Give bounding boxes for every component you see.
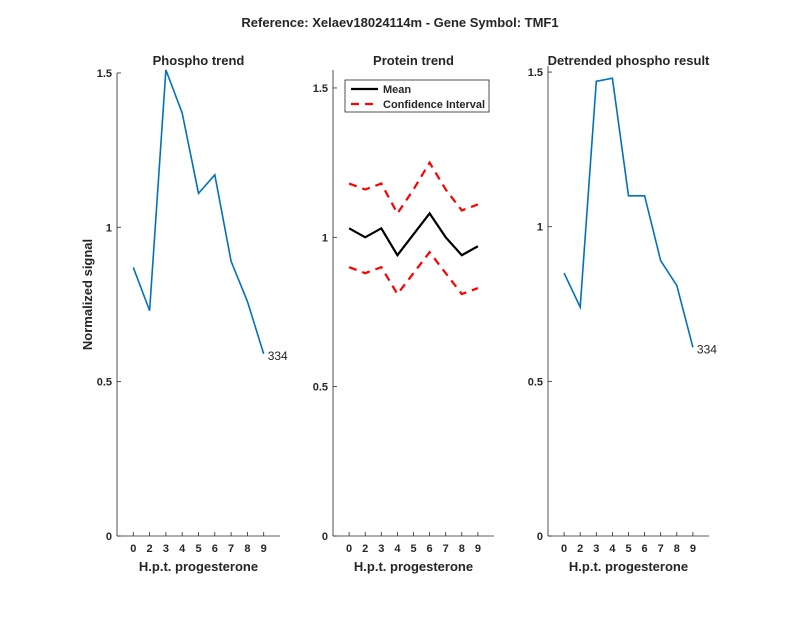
x-tick-label: 3: [163, 543, 169, 555]
x-tick-label: 5: [195, 543, 201, 555]
panel-title: Protein trend: [373, 53, 454, 68]
x-tick-label: 6: [212, 543, 218, 555]
x-tick-label: 6: [642, 543, 648, 555]
x-tick-label: 8: [244, 543, 250, 555]
figure-title: Reference: Xelaev18024114m - Gene Symbol…: [241, 15, 558, 30]
x-tick-label: 3: [593, 543, 599, 555]
x-tick-label: 8: [674, 543, 680, 555]
line-annotation: 334: [268, 349, 288, 363]
x-tick-label: 7: [228, 543, 234, 555]
y-tick-label: 0.5: [97, 377, 112, 389]
x-axis-label: H.p.t. progesterone: [569, 559, 688, 574]
x-tick-label: 2: [147, 543, 153, 555]
x-tick-label: 0: [346, 543, 352, 555]
y-tick-label: 1.5: [528, 67, 543, 79]
y-tick-label: 0: [322, 531, 328, 543]
panel-title: Phospho trend: [153, 53, 245, 68]
x-tick-label: 0: [130, 543, 136, 555]
line-annotation: 334: [697, 342, 717, 356]
x-axis-label: H.p.t. progesterone: [354, 559, 473, 574]
x-tick-label: 7: [658, 543, 664, 555]
panel-title: Detrended phospho result: [548, 53, 710, 68]
y-tick-label: 1: [537, 222, 543, 234]
series-line-phospho: [133, 70, 263, 354]
x-tick-label: 8: [459, 543, 465, 555]
y-tick-label: 0: [106, 531, 112, 543]
x-tick-label: 9: [261, 543, 267, 555]
x-axis-label: H.p.t. progesterone: [139, 559, 258, 574]
x-tick-label: 2: [577, 543, 583, 555]
y-axis-label: Normalized signal: [80, 239, 95, 350]
x-tick-label: 6: [427, 543, 433, 555]
y-tick-label: 1.5: [313, 83, 328, 95]
legend-label: Confidence Interval: [383, 99, 485, 111]
y-tick-label: 1: [322, 232, 328, 244]
series-line-detrended: [564, 78, 693, 347]
legend: Mean Confidence Interval: [345, 80, 489, 112]
y-tick-label: 0.5: [528, 376, 543, 388]
x-tick-label: 2: [362, 543, 368, 555]
x-tick-label: 4: [394, 543, 401, 555]
x-tick-label: 5: [410, 543, 416, 555]
y-tick-label: 1.5: [97, 68, 112, 80]
x-tick-label: 9: [475, 543, 481, 555]
y-tick-label: 0.5: [313, 382, 328, 394]
series-line-confidence-interval: [349, 163, 478, 214]
x-tick-label: 0: [561, 543, 567, 555]
y-tick-label: 1: [106, 222, 112, 234]
x-tick-label: 9: [690, 543, 696, 555]
y-tick-label: 0: [537, 531, 543, 543]
x-tick-label: 4: [609, 543, 616, 555]
x-tick-label: 7: [443, 543, 449, 555]
x-tick-label: 5: [625, 543, 631, 555]
x-tick-label: 3: [378, 543, 384, 555]
legend-label: Mean: [383, 84, 411, 96]
x-tick-label: 4: [179, 543, 186, 555]
